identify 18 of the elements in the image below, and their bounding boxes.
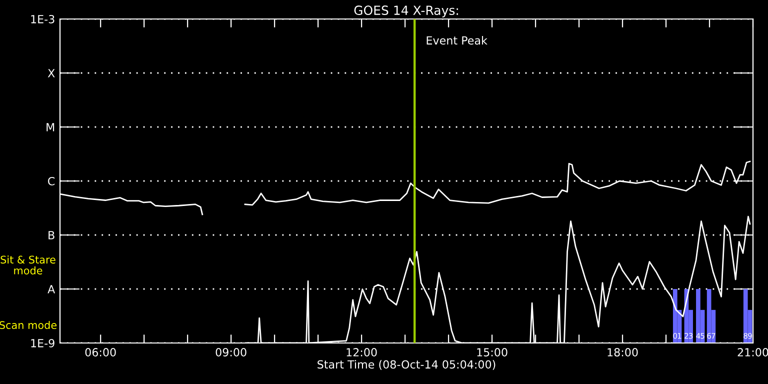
text: Sit & Stare mode — [0, 256, 56, 274]
x-tick-label: 15:00 — [477, 348, 508, 356]
chart-title: GOES 14 X-Rays: — [354, 6, 458, 18]
ref-line-label: Event Peak — [426, 36, 488, 45]
y-tick-label: A — [48, 285, 56, 294]
y-tick-label: X — [48, 69, 55, 78]
x-tick-label: 09:00 — [216, 348, 246, 356]
x-tick-label: 18:00 — [608, 348, 638, 356]
y-tick-label: 1E-3 — [31, 14, 54, 24]
x-axis-title: Start Time (08-Oct-14 05:04:00) — [318, 360, 496, 370]
x-tick-label: 12:00 — [346, 348, 377, 356]
x-tick-label: 06:00 — [85, 348, 116, 356]
x-tick-label: 21:00 — [738, 348, 768, 356]
y-tick-label: M — [46, 123, 54, 132]
text: Scan mode — [0, 320, 57, 330]
y-tick-label: C — [48, 176, 55, 186]
y-tick-label: 1E-9 — [31, 338, 54, 348]
y-tick-label: B — [48, 231, 54, 240]
